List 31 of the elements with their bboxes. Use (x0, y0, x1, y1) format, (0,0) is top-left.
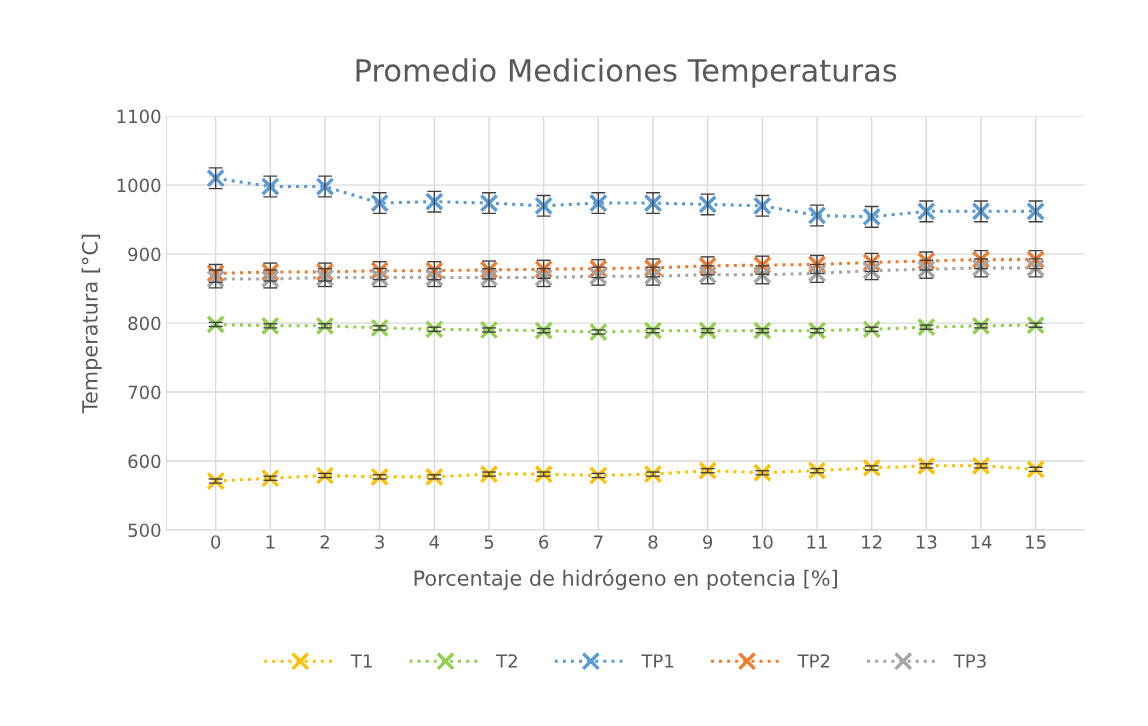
x-tick-label: 8 (648, 535, 658, 549)
x-axis-title: Porcentaje de hidrógeno en potencia [%] (414, 568, 837, 590)
x-tick-label: 2 (320, 535, 329, 549)
legend-label: TP2 (797, 654, 830, 668)
x-tick-label: 11 (807, 535, 827, 549)
y-tick-label: 700 (128, 385, 161, 400)
y-axis-title: Temperatura [°C] (81, 234, 102, 414)
y-tick-label: 800 (128, 316, 161, 331)
x-tick-label: 10 (752, 535, 773, 549)
x-tick-label: 7 (594, 535, 603, 549)
legend-label: T2 (496, 654, 517, 668)
x-tick-label: 0 (211, 535, 221, 549)
y-tick-label: 1000 (117, 178, 161, 193)
x-tick-label: 14 (971, 535, 992, 549)
x-tick-label: 13 (916, 535, 937, 549)
y-tick-label: 900 (128, 247, 161, 262)
x-tick-label: 9 (703, 535, 713, 549)
y-tick-label: 1100 (117, 109, 161, 124)
x-tick-label: 1 (266, 535, 275, 549)
legend-label: T1 (350, 654, 372, 668)
chart-title: Promedio Mediciones Temperaturas (356, 58, 897, 88)
legend-label: TP3 (953, 654, 986, 668)
x-tick-label: 6 (539, 535, 549, 549)
legend-label: TP1 (641, 654, 674, 668)
x-tick-label: 5 (484, 535, 494, 549)
y-tick-label: 600 (128, 454, 161, 469)
x-tick-label: 3 (375, 535, 384, 549)
x-tick-label: 4 (429, 535, 440, 549)
y-tick-label: 500 (128, 523, 161, 538)
x-tick-label: 15 (1026, 535, 1046, 549)
x-tick-label: 12 (862, 535, 882, 549)
